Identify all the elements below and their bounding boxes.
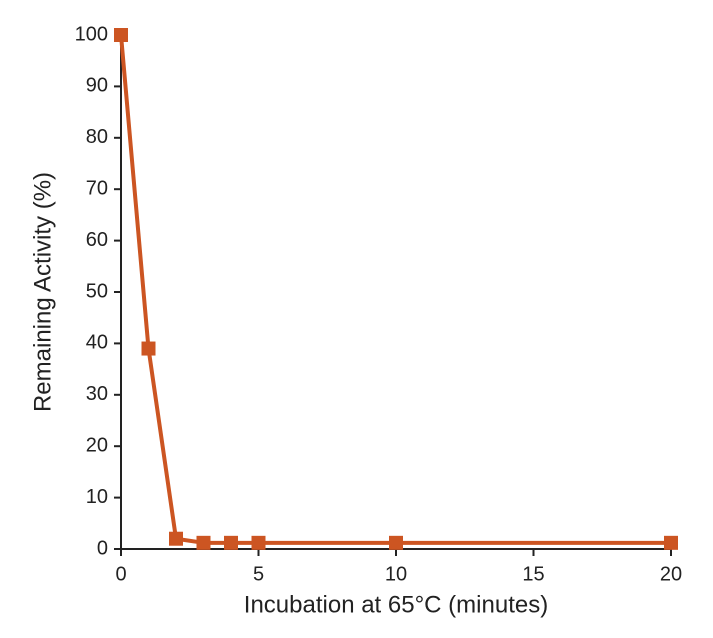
y-tick-label: 0 <box>97 537 108 559</box>
x-tick-label: 20 <box>660 563 682 585</box>
data-point <box>196 535 211 550</box>
x-axis-title: Incubation at 65°C (minutes) <box>244 591 548 618</box>
data-point <box>141 341 156 356</box>
y-tick-label: 60 <box>86 229 108 251</box>
y-tick-label: 70 <box>86 177 108 199</box>
y-tick-label: 40 <box>86 332 108 354</box>
y-axis-title: Remaining Activity (%) <box>29 172 56 412</box>
data-point <box>389 535 403 550</box>
y-tick-label: 20 <box>86 434 108 456</box>
y-tick-label: 100 <box>75 23 108 45</box>
y-tick-label: 80 <box>86 126 108 148</box>
y-tick-label: 50 <box>86 280 108 302</box>
x-tick-label: 10 <box>385 563 407 585</box>
data-point <box>664 535 678 550</box>
data-point <box>114 28 128 42</box>
y-tick-label: 90 <box>86 75 108 97</box>
data-point <box>251 535 266 550</box>
y-tick-label: 10 <box>86 486 108 508</box>
x-tick-label: 5 <box>253 563 264 585</box>
x-tick-label: 15 <box>522 563 544 585</box>
data-line <box>119 34 671 545</box>
data-point <box>224 535 238 550</box>
y-tick-label: 30 <box>86 383 108 405</box>
data-point <box>169 531 183 546</box>
x-tick-label: 0 <box>115 563 126 585</box>
